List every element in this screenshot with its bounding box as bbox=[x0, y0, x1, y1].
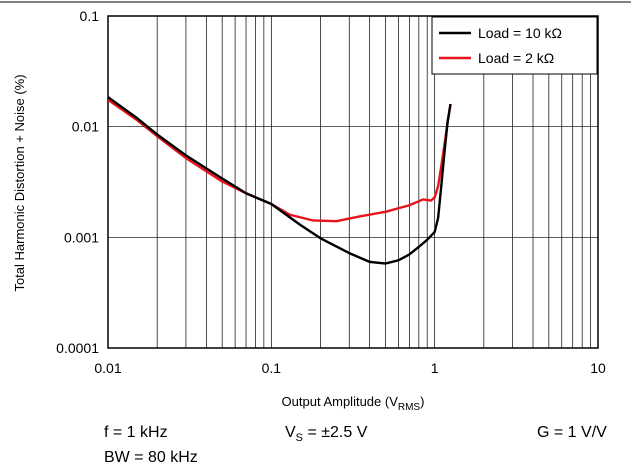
series-line-10k bbox=[107, 96, 452, 265]
y-tick-label: 0.001 bbox=[64, 229, 99, 245]
x-tick-label: 1 bbox=[431, 360, 439, 376]
x-axis-label-main: Output Amplitude (V bbox=[282, 394, 399, 409]
plot-area-frame bbox=[107, 15, 599, 349]
y-tick-label: 0.01 bbox=[72, 119, 99, 135]
condition-bandwidth: BW = 80 kHz bbox=[104, 449, 198, 466]
x-axis-label-tail: ) bbox=[420, 394, 424, 409]
y-tick-label: 0.0001 bbox=[56, 340, 99, 356]
condition-frequency: f = 1 kHz bbox=[104, 424, 168, 441]
tick-labels: 0.01 0.1 1 10 0.0001 0.001 0.01 0.1 bbox=[56, 8, 606, 376]
y-tick-label: 0.1 bbox=[80, 8, 100, 24]
condition-vs-tail: = ±2.5 V bbox=[303, 424, 368, 441]
x-tick-label: 0.01 bbox=[94, 360, 121, 376]
condition-supply-voltage: VS = ±2.5 V bbox=[285, 424, 368, 444]
condition-gain: G = 1 V/V bbox=[537, 424, 607, 441]
grid bbox=[108, 16, 598, 348]
legend: Load = 10 kΩ Load = 2 kΩ bbox=[431, 16, 598, 75]
condition-vs-main: V bbox=[285, 424, 296, 441]
x-axis-label-sub: RMS bbox=[398, 402, 421, 413]
legend-box bbox=[431, 16, 598, 75]
x-tick-label: 10 bbox=[590, 360, 606, 376]
x-axis-label: Output Amplitude (VRMS) bbox=[282, 394, 425, 413]
x-tick-label: 0.1 bbox=[262, 360, 282, 376]
y-axis-label: Total Harmonic Distortion + Noise (%) bbox=[12, 74, 27, 291]
condition-vs-sub: S bbox=[295, 432, 304, 444]
series-lines bbox=[107, 96, 452, 265]
legend-label-10k: Load = 10 kΩ bbox=[478, 25, 562, 41]
legend-label-2k: Load = 2 kΩ bbox=[478, 50, 554, 66]
series-line-2k bbox=[107, 98, 452, 223]
